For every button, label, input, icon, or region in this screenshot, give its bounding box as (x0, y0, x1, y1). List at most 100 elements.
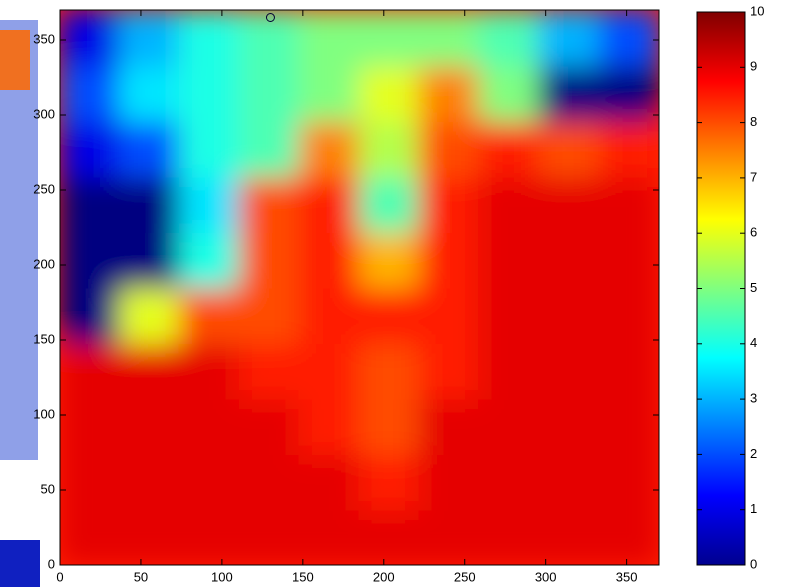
heatmap-cell (299, 453, 361, 511)
heatmap-cell (359, 287, 421, 345)
colorbar-tick-label: 6 (750, 225, 757, 240)
heatmap-cell (179, 65, 241, 123)
heatmap-cell (59, 398, 121, 456)
heatmap-cell (538, 509, 600, 567)
heatmap-cell (179, 9, 241, 67)
heatmap-cell (359, 398, 421, 456)
heatmap-cell (418, 9, 480, 67)
heatmap-cell (119, 9, 181, 67)
heatmap-cell (179, 342, 241, 400)
heatmap-cell (239, 176, 301, 234)
x-tick-label: 250 (454, 569, 476, 584)
heatmap-cell (179, 509, 241, 567)
heatmap-cell (418, 231, 480, 289)
colorbar-tick-label: 4 (750, 335, 757, 350)
heatmap-cell (538, 398, 600, 456)
heatmap-cell (299, 176, 361, 234)
heatmap-cell (119, 287, 181, 345)
heatmap-cell (239, 453, 301, 511)
heatmap-cell (239, 509, 301, 567)
colorbar-tick-label: 8 (750, 114, 757, 129)
heatmap-cell (478, 453, 540, 511)
heatmap-cell (239, 287, 301, 345)
heatmap-cell (119, 398, 181, 456)
heatmap-cell (538, 231, 600, 289)
heatmap-cell (299, 509, 361, 567)
x-tick-label: 0 (56, 569, 63, 584)
heatmap-cell (59, 231, 121, 289)
colorbar-tick-label: 2 (750, 446, 757, 461)
heatmap-cell (59, 65, 121, 123)
heatmap-cell (359, 120, 421, 178)
y-tick-label: 300 (33, 106, 55, 121)
heatmap-cell (59, 453, 121, 511)
heatmap-cell (418, 509, 480, 567)
x-tick-label: 300 (535, 569, 557, 584)
heatmap-cell (598, 9, 660, 67)
heatmap-cell (598, 176, 660, 234)
heatmap-cell (119, 342, 181, 400)
x-tick-label: 350 (616, 569, 638, 584)
heatmap-cell (119, 509, 181, 567)
heatmap-cell (598, 398, 660, 456)
heatmap-cell (478, 176, 540, 234)
heatmap-cell (418, 65, 480, 123)
y-tick-label: 0 (48, 556, 55, 571)
heatmap-cell (239, 65, 301, 123)
heatmap-cell (598, 509, 660, 567)
heatmap-cell (598, 65, 660, 123)
heatmap-cell (478, 509, 540, 567)
heatmap-cell (598, 120, 660, 178)
heatmap-cells (59, 9, 660, 566)
heatmap-cell (359, 342, 421, 400)
y-tick-label: 350 (33, 31, 55, 46)
colorbar-tick-label: 1 (750, 501, 757, 516)
heatmap-cell (299, 9, 361, 67)
heatmap-cell (359, 176, 421, 234)
colorbar-tick-label: 5 (750, 280, 757, 295)
heatmap-cell (478, 398, 540, 456)
heatmap-cell (59, 120, 121, 178)
colorbar (697, 12, 745, 565)
heatmap-cell (59, 9, 121, 67)
page: {"chart_data":{"type":"heatmap", "xlim":… (0, 0, 786, 587)
y-tick-label: 200 (33, 256, 55, 271)
heatmap-cell (418, 342, 480, 400)
heatmap-cell (538, 342, 600, 400)
heatmap-cell (538, 287, 600, 345)
heatmap-cell (418, 287, 480, 345)
heatmap-cell (119, 65, 181, 123)
heatmap-cell (119, 120, 181, 178)
colorbar-tick-label: 3 (750, 391, 757, 406)
heatmap-cell (299, 65, 361, 123)
heatmap-cell (119, 231, 181, 289)
heatmap-cell (179, 398, 241, 456)
heatmap-cell (418, 176, 480, 234)
heatmap-cell (538, 176, 600, 234)
heatmap-cell (239, 120, 301, 178)
heatmap-cell (59, 176, 121, 234)
heatmap-cell (299, 398, 361, 456)
heatmap-cell (418, 398, 480, 456)
heatmap-cell (478, 120, 540, 178)
heatmap-cell (59, 342, 121, 400)
colorbar-tick-label: 9 (750, 59, 757, 74)
x-tick-label: 50 (134, 569, 148, 584)
heatmap-cell (299, 287, 361, 345)
heatmap-cell (538, 120, 600, 178)
heatmap-cell (359, 9, 421, 67)
plot-area (59, 9, 660, 566)
y-tick-label: 150 (33, 331, 55, 346)
heatmap-cell (598, 453, 660, 511)
chart: 0501001502002503003500501001502002503003… (0, 0, 786, 587)
heatmap-cell (179, 453, 241, 511)
heatmap-cell (179, 176, 241, 234)
heatmap-cell (119, 453, 181, 511)
heatmap-cell (299, 231, 361, 289)
x-tick-label: 150 (292, 569, 314, 584)
heatmap-cell (478, 342, 540, 400)
neighbor-figure-fragment (0, 20, 40, 587)
heatmap-cell (179, 231, 241, 289)
y-tick-label: 100 (33, 406, 55, 421)
heatmap-cell (478, 287, 540, 345)
